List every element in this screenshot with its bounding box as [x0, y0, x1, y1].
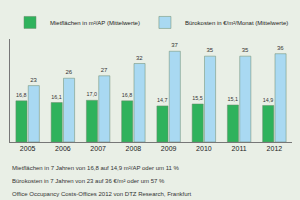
svg-text:Bürokosten in 7 Jahren von 23: Bürokosten in 7 Jahren von 23 auf 36 €/m… — [12, 178, 165, 184]
svg-text:2012: 2012 — [267, 145, 283, 152]
svg-text:35: 35 — [206, 47, 213, 53]
svg-text:35: 35 — [242, 47, 249, 53]
svg-text:15,1: 15,1 — [227, 96, 238, 102]
svg-text:2008: 2008 — [126, 145, 142, 152]
svg-text:14,9: 14,9 — [263, 97, 274, 103]
svg-text:2007: 2007 — [90, 145, 106, 152]
svg-text:2006: 2006 — [55, 145, 71, 152]
svg-text:14,7: 14,7 — [157, 97, 168, 103]
svg-text:26: 26 — [65, 69, 72, 75]
svg-text:27: 27 — [101, 67, 108, 73]
svg-text:Bürokosten in €/m²/Monat (Mitt: Bürokosten in €/m²/Monat (Mittelwerte) — [185, 20, 288, 26]
svg-text:Office Occupancy Costs-Offices: Office Occupancy Costs-Offices 2012 von … — [12, 191, 192, 197]
svg-text:17,0: 17,0 — [86, 91, 97, 97]
svg-text:23: 23 — [30, 77, 37, 83]
svg-text:32: 32 — [136, 55, 143, 61]
svg-text:36: 36 — [277, 45, 284, 51]
svg-text:37: 37 — [171, 42, 178, 48]
svg-text:Mietflächen in 7 Jahren von 16: Mietflächen in 7 Jahren von 16,8 auf 14,… — [12, 165, 180, 171]
svg-text:16,8: 16,8 — [16, 92, 27, 98]
svg-text:15,5: 15,5 — [192, 95, 203, 101]
svg-text:Mietflächen in m²/AP (Mittelwe: Mietflächen in m²/AP (Mittelwerte) — [50, 20, 140, 26]
svg-text:2005: 2005 — [20, 145, 36, 152]
svg-text:2010: 2010 — [196, 145, 212, 152]
svg-text:2011: 2011 — [232, 145, 247, 152]
svg-text:16,1: 16,1 — [51, 94, 62, 100]
svg-text:2009: 2009 — [161, 145, 177, 152]
svg-text:16,8: 16,8 — [122, 92, 133, 98]
